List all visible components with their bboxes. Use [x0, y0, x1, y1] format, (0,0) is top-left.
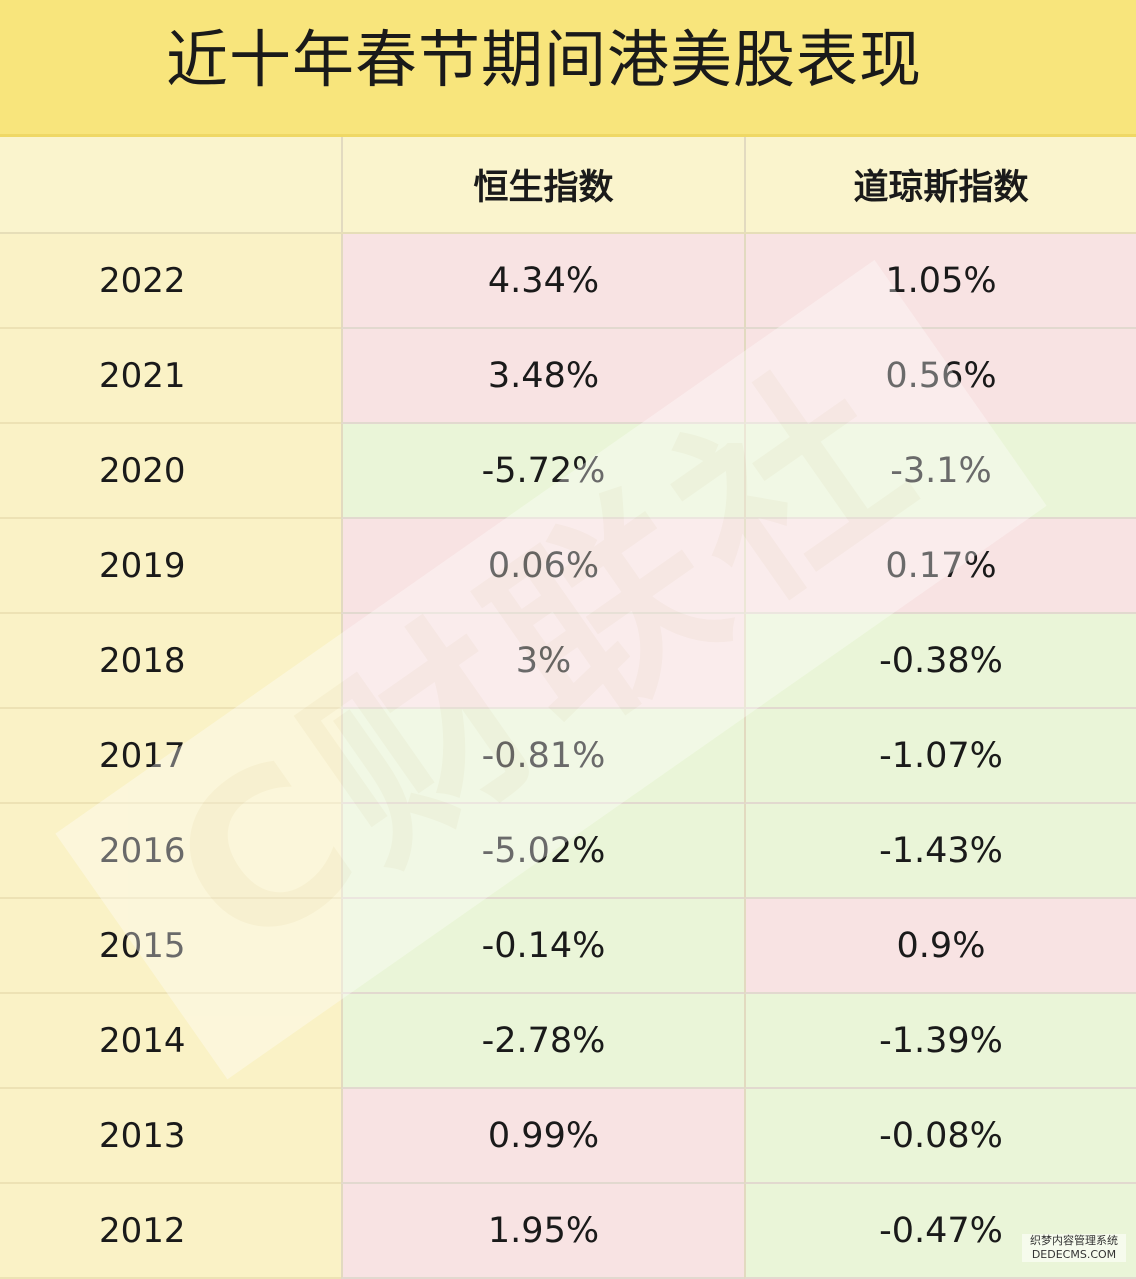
table-row: 2015 -0.14% 0.9%	[0, 899, 1136, 994]
hang-seng-value-cell: 4.34%	[341, 234, 744, 329]
hang-seng-value-cell: 3.48%	[341, 329, 744, 424]
site-watermark-line2: DEDECMS.COM	[1031, 1248, 1117, 1261]
table-row: 2018 3% -0.38%	[0, 614, 1136, 709]
dow-jones-value-cell: -1.39%	[744, 994, 1136, 1089]
hang-seng-value-cell: -2.78%	[341, 994, 744, 1089]
table-row: 2021 3.48% 0.56%	[0, 329, 1136, 424]
table-row: 2022 4.34% 1.05%	[0, 234, 1136, 329]
year-cell: 2020	[0, 424, 341, 519]
dow-jones-value-cell: 0.56%	[744, 329, 1136, 424]
hang-seng-value-cell: -0.81%	[341, 709, 744, 804]
hang-seng-value-cell: -5.02%	[341, 804, 744, 899]
header-dow-jones: 道琼斯指数	[744, 137, 1136, 232]
dow-jones-value-cell: -1.07%	[744, 709, 1136, 804]
table-row: 2019 0.06% 0.17%	[0, 519, 1136, 614]
performance-table: 恒生指数 道琼斯指数 2022 4.34% 1.05% 2021 3.48% 0.56% 2…	[0, 137, 1136, 1279]
year-cell: 2018	[0, 614, 341, 709]
hang-seng-value-cell: 3%	[341, 614, 744, 709]
dow-jones-value-cell: 0.17%	[744, 519, 1136, 614]
year-cell: 2013	[0, 1089, 341, 1184]
year-cell: 2017	[0, 709, 341, 804]
site-watermark: 织梦内容管理系统 DEDECMS.COM	[1022, 1234, 1126, 1262]
dow-jones-value-cell: -0.08%	[744, 1089, 1136, 1184]
hang-seng-value-cell: -0.14%	[341, 899, 744, 994]
site-watermark-line1: 织梦内容管理系统	[1030, 1234, 1118, 1247]
table-row: 2017 -0.81% -1.07%	[0, 709, 1136, 804]
dow-jones-value-cell: -0.38%	[744, 614, 1136, 709]
year-cell: 2014	[0, 994, 341, 1089]
table-row: 2014 -2.78% -1.39%	[0, 994, 1136, 1089]
table-row: 2016 -5.02% -1.43%	[0, 804, 1136, 899]
dow-jones-value-cell: -0.47%	[744, 1184, 1136, 1279]
dow-jones-value-cell: 1.05%	[744, 234, 1136, 329]
year-cell: 2021	[0, 329, 341, 424]
table-row: 2013 0.99% -0.08%	[0, 1089, 1136, 1184]
table-row: 2012 1.95% -0.47%	[0, 1184, 1136, 1279]
year-cell: 2022	[0, 234, 341, 329]
dow-jones-value-cell: -3.1%	[744, 424, 1136, 519]
year-cell: 2015	[0, 899, 341, 994]
header-year-cell	[0, 137, 341, 232]
header-hang-seng: 恒生指数	[341, 137, 744, 232]
table-header-row: 恒生指数 道琼斯指数	[0, 137, 1136, 234]
title-bar: 近十年春节期间港美股表现	[0, 0, 1136, 137]
year-cell: 2019	[0, 519, 341, 614]
hang-seng-value-cell: 1.95%	[341, 1184, 744, 1279]
hang-seng-value-cell: 0.06%	[341, 519, 744, 614]
dow-jones-value-cell: -1.43%	[744, 804, 1136, 899]
table-row: 2020 -5.72% -3.1%	[0, 424, 1136, 519]
year-cell: 2012	[0, 1184, 341, 1279]
hang-seng-value-cell: -5.72%	[341, 424, 744, 519]
page-title: 近十年春节期间港美股表现	[165, 23, 922, 96]
hang-seng-value-cell: 0.99%	[341, 1089, 744, 1184]
year-cell: 2016	[0, 804, 341, 899]
dow-jones-value-cell: 0.9%	[744, 899, 1136, 994]
